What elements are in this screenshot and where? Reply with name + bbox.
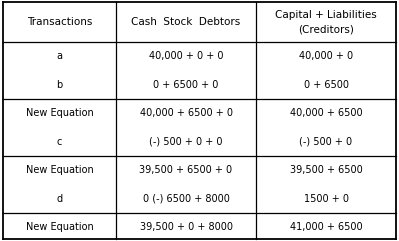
Text: 40,000 + 0 + 0: 40,000 + 0 + 0	[149, 51, 223, 61]
Text: 39,500 + 0 + 8000: 39,500 + 0 + 8000	[140, 222, 233, 232]
Text: (-) 500 + 0: (-) 500 + 0	[299, 137, 353, 147]
Text: New Equation: New Equation	[26, 108, 93, 118]
Text: c: c	[57, 137, 62, 147]
Text: New Equation: New Equation	[26, 165, 93, 175]
Text: b: b	[56, 80, 63, 90]
Text: 40,000 + 6500: 40,000 + 6500	[290, 108, 362, 118]
Text: 39,500 + 6500: 39,500 + 6500	[290, 165, 362, 175]
Text: 0 + 6500: 0 + 6500	[304, 80, 348, 90]
Text: d: d	[56, 194, 63, 204]
Text: New Equation: New Equation	[26, 222, 93, 232]
Text: a: a	[57, 51, 63, 61]
Text: 40,000 + 6500 + 0: 40,000 + 6500 + 0	[140, 108, 233, 118]
Text: (Creditors): (Creditors)	[298, 24, 354, 34]
Text: Cash  Stock  Debtors: Cash Stock Debtors	[131, 17, 241, 27]
Text: 39,500 + 6500 + 0: 39,500 + 6500 + 0	[139, 165, 233, 175]
Text: 1500 + 0: 1500 + 0	[304, 194, 348, 204]
Text: 40,000 + 0: 40,000 + 0	[299, 51, 353, 61]
Text: 0 (-) 6500 + 8000: 0 (-) 6500 + 8000	[142, 194, 229, 204]
Text: (-) 500 + 0 + 0: (-) 500 + 0 + 0	[149, 137, 223, 147]
Text: Transactions: Transactions	[27, 17, 92, 27]
Text: 41,000 + 6500: 41,000 + 6500	[290, 222, 362, 232]
Text: 0 + 6500 + 0: 0 + 6500 + 0	[153, 80, 219, 90]
Text: Capital + Liabilities: Capital + Liabilities	[275, 10, 377, 20]
